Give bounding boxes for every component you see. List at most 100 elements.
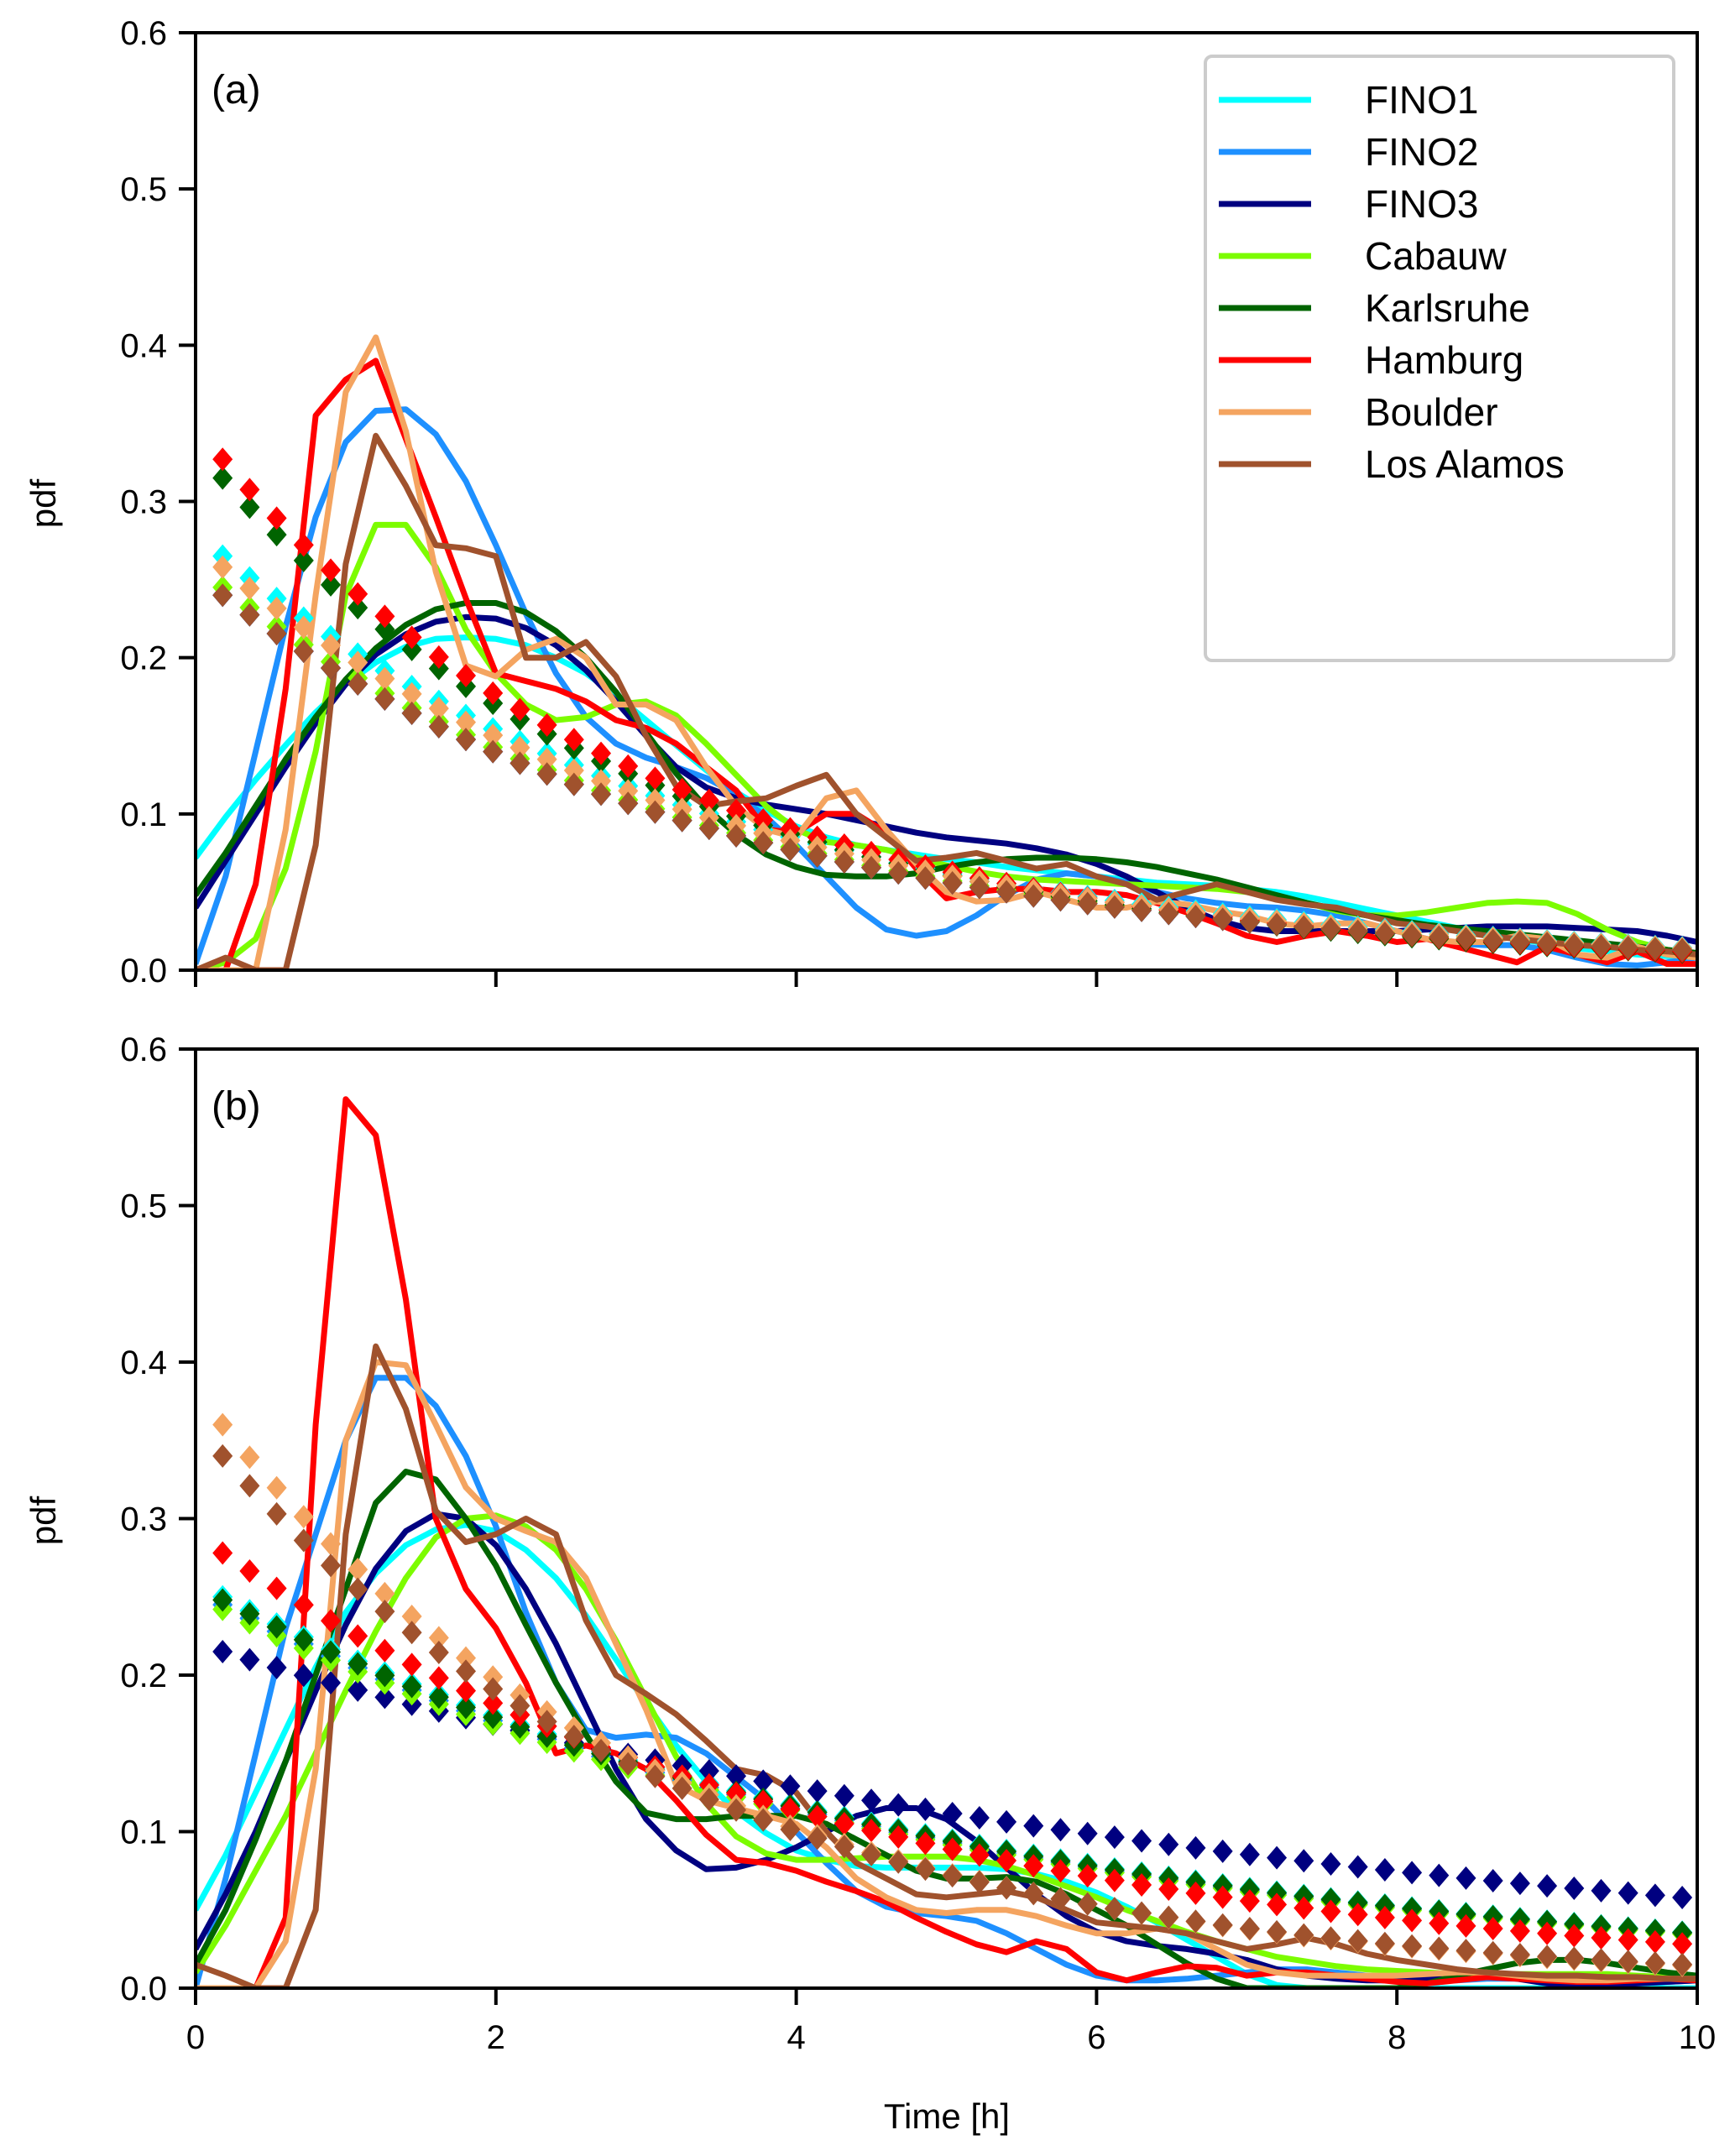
marker-point — [780, 1797, 801, 1821]
marker-point — [915, 1831, 936, 1856]
marker-point — [1402, 923, 1423, 947]
line-los-alamos — [196, 1343, 1697, 1988]
panel-a-y-axis-title: pdf — [24, 478, 63, 528]
marker-point — [428, 645, 449, 669]
marker-point — [1347, 919, 1368, 943]
marker-point — [807, 1779, 828, 1804]
marker-point — [1672, 1932, 1693, 1956]
marker-point — [483, 1691, 504, 1715]
marker-point — [401, 1621, 422, 1645]
marker-point — [212, 1412, 233, 1437]
panel-b-x-axis: 0 2 4 6 8 10 — [186, 1988, 1716, 2056]
marker-point — [1591, 1948, 1612, 1972]
marker-point — [348, 671, 368, 696]
y-tick-label: 0.5 — [120, 171, 167, 208]
marker-point — [563, 758, 584, 782]
x-tick-label: 10 — [1679, 2019, 1717, 2056]
marker-point — [1023, 1882, 1044, 1906]
marker-point — [1402, 1934, 1423, 1958]
marker-point — [510, 735, 530, 760]
marker-point — [401, 1605, 422, 1629]
marker-point — [401, 701, 422, 725]
marker-point — [726, 1798, 747, 1822]
marker-point — [1374, 1931, 1395, 1955]
marker-point — [672, 1776, 692, 1800]
y-tick-label: 0.6 — [120, 15, 167, 52]
y-tick-label: 0.1 — [120, 796, 167, 833]
marker-point — [510, 1694, 530, 1718]
x-axis-title: Time [h] — [884, 2096, 1010, 2136]
marker-point — [456, 728, 477, 752]
legend-label: Hamburg — [1365, 338, 1523, 382]
marker-point — [1050, 888, 1071, 912]
legend-label: Los Alamos — [1365, 442, 1565, 486]
marker-point — [1131, 1829, 1152, 1853]
y-tick-label: 0.0 — [120, 953, 167, 989]
marker-point — [321, 572, 342, 597]
marker-point — [456, 664, 477, 688]
y-tick-label: 0.5 — [120, 1188, 167, 1225]
marker-point — [1077, 891, 1098, 916]
marker-point — [1158, 1832, 1179, 1856]
marker-point — [1482, 1869, 1503, 1893]
marker-point — [1429, 1911, 1450, 1935]
marker-point — [1429, 925, 1450, 949]
panel-a-markers — [212, 447, 1693, 964]
marker-point — [321, 558, 342, 582]
marker-point — [1537, 1921, 1558, 1945]
marker-point — [1050, 1818, 1071, 1842]
marker-point — [348, 596, 368, 620]
marker-point — [861, 855, 882, 880]
marker-point — [1131, 1872, 1152, 1897]
panel-b-label: (b) — [212, 1084, 261, 1129]
marker-point — [1077, 1864, 1098, 1888]
marker-point — [428, 1666, 449, 1690]
marker-point — [1672, 1952, 1693, 1976]
marker-point — [321, 1671, 342, 1695]
marker-point — [1617, 1928, 1638, 1952]
marker-point — [780, 838, 801, 862]
marker-point — [1564, 1946, 1585, 1971]
marker-point — [1537, 1874, 1558, 1898]
marker-point — [1267, 1919, 1288, 1944]
x-tick-label: 8 — [1387, 2019, 1406, 2056]
marker-point — [1293, 1923, 1314, 1947]
marker-point — [591, 741, 612, 765]
marker-point — [834, 849, 854, 874]
marker-point — [1320, 1899, 1341, 1924]
marker-point — [618, 754, 639, 778]
marker-point — [1212, 1839, 1233, 1863]
y-tick-label: 0.1 — [120, 1814, 167, 1851]
markers-los-alamos — [212, 583, 1693, 962]
marker-point — [1564, 932, 1585, 957]
marker-point — [483, 739, 504, 764]
marker-point — [1267, 1892, 1288, 1917]
marker-point — [1185, 1835, 1206, 1860]
marker-point — [456, 710, 477, 734]
marker-point — [780, 1774, 801, 1798]
marker-point — [645, 1764, 666, 1788]
marker-point — [1537, 1945, 1558, 1969]
marker-point — [483, 1705, 504, 1730]
marker-point — [1374, 1893, 1395, 1918]
marker-point — [861, 1819, 882, 1843]
marker-point — [212, 1640, 233, 1664]
marker-point — [456, 1659, 477, 1684]
legend-box — [1204, 55, 1675, 662]
marker-point — [239, 1474, 260, 1498]
y-tick-label: 0.2 — [120, 1657, 167, 1694]
marker-point — [672, 777, 692, 801]
marker-point — [536, 1710, 557, 1734]
marker-point — [1023, 884, 1044, 908]
marker-point — [1374, 921, 1395, 946]
marker-point — [591, 782, 612, 807]
marker-point — [888, 1793, 909, 1817]
marker-point — [996, 1876, 1017, 1900]
marker-point — [726, 798, 747, 822]
marker-point — [1212, 907, 1233, 932]
marker-point — [510, 697, 530, 722]
marker-point — [645, 788, 666, 812]
marker-point — [1482, 1904, 1503, 1929]
marker-point — [321, 655, 342, 680]
marker-point — [1374, 1857, 1395, 1882]
